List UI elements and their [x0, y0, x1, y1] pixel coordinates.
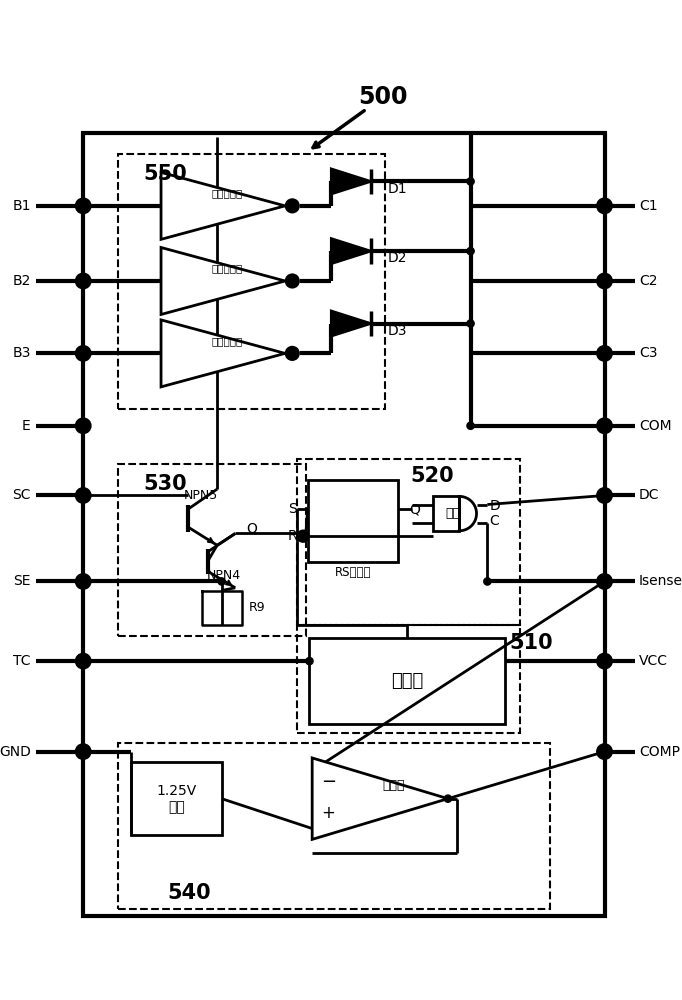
Text: 1.25V: 1.25V	[156, 784, 196, 798]
Text: R: R	[287, 529, 297, 543]
Circle shape	[80, 492, 87, 499]
Bar	[117, 743, 550, 909]
Circle shape	[444, 795, 451, 802]
Circle shape	[598, 745, 611, 758]
Circle shape	[598, 347, 611, 360]
Circle shape	[306, 657, 313, 665]
Circle shape	[467, 320, 474, 327]
Text: 达林顿驱动: 达林顿驱动	[211, 188, 243, 198]
Text: SE: SE	[13, 574, 31, 588]
Circle shape	[80, 578, 87, 585]
Text: 比较器: 比较器	[383, 779, 405, 792]
Circle shape	[218, 578, 225, 585]
Circle shape	[484, 578, 491, 585]
Text: B1: B1	[12, 199, 31, 213]
Circle shape	[467, 247, 474, 255]
Text: 540: 540	[167, 883, 211, 903]
Bar	[117, 464, 306, 636]
Circle shape	[467, 422, 474, 429]
Text: 550: 550	[143, 164, 187, 184]
Text: NPN4: NPN4	[206, 569, 241, 582]
Text: C2: C2	[639, 274, 657, 288]
Text: TC: TC	[13, 654, 31, 668]
Circle shape	[298, 531, 308, 542]
Text: 与门: 与门	[446, 507, 461, 520]
Polygon shape	[331, 169, 371, 194]
Text: SC: SC	[12, 488, 31, 502]
Circle shape	[77, 489, 89, 502]
Text: D1: D1	[387, 182, 407, 196]
Circle shape	[77, 419, 89, 432]
Text: B2: B2	[12, 274, 31, 288]
Text: R9: R9	[249, 601, 265, 614]
Bar	[297, 459, 520, 625]
Text: C3: C3	[639, 346, 657, 360]
Circle shape	[80, 657, 87, 665]
Text: Q: Q	[246, 522, 257, 536]
Text: COM: COM	[639, 419, 672, 433]
Circle shape	[77, 347, 89, 360]
Polygon shape	[161, 247, 285, 314]
Circle shape	[77, 745, 89, 758]
Text: D: D	[489, 499, 500, 513]
Polygon shape	[161, 172, 285, 239]
Circle shape	[598, 575, 611, 588]
Circle shape	[598, 489, 611, 502]
Bar	[308, 480, 398, 562]
Bar	[117, 154, 385, 409]
Text: 510: 510	[509, 633, 553, 653]
Text: 530: 530	[143, 474, 187, 494]
Circle shape	[286, 347, 299, 360]
Circle shape	[598, 200, 611, 212]
Text: VCC: VCC	[639, 654, 668, 668]
Text: RS触发器: RS触发器	[335, 566, 371, 579]
Polygon shape	[331, 311, 371, 336]
Text: 520: 520	[410, 466, 454, 486]
Text: DC: DC	[639, 488, 659, 502]
Text: −: −	[321, 773, 336, 791]
Circle shape	[286, 275, 299, 287]
Circle shape	[286, 200, 299, 212]
Bar	[310, 638, 505, 724]
Text: D3: D3	[387, 324, 406, 338]
Circle shape	[77, 655, 89, 667]
Text: GND: GND	[0, 745, 31, 759]
Circle shape	[77, 200, 89, 212]
Text: D2: D2	[387, 251, 406, 265]
Text: 达林顿驱动: 达林顿驱动	[211, 336, 243, 346]
Text: 基准: 基准	[168, 800, 185, 814]
Text: COMP: COMP	[639, 745, 680, 759]
Bar	[297, 625, 520, 733]
Text: C: C	[489, 514, 499, 528]
Circle shape	[598, 275, 611, 287]
Bar	[131, 762, 222, 835]
Text: 振荡器: 振荡器	[391, 672, 424, 690]
Text: E: E	[22, 419, 31, 433]
Text: NPN5: NPN5	[183, 489, 218, 502]
Circle shape	[598, 419, 611, 432]
Text: S: S	[288, 502, 297, 516]
Circle shape	[598, 655, 611, 667]
Text: B3: B3	[12, 346, 31, 360]
Circle shape	[77, 275, 89, 287]
Text: +: +	[321, 804, 336, 822]
Circle shape	[77, 575, 89, 588]
Text: 达林顿驱动: 达林顿驱动	[211, 263, 243, 273]
Text: Q: Q	[409, 502, 420, 516]
Polygon shape	[161, 320, 285, 387]
Circle shape	[467, 178, 474, 185]
Polygon shape	[312, 758, 448, 839]
Polygon shape	[331, 238, 371, 264]
Bar	[434, 496, 460, 531]
Text: C1: C1	[639, 199, 657, 213]
Text: Isense: Isense	[639, 574, 682, 588]
Bar	[83, 133, 604, 916]
Text: 500: 500	[358, 85, 408, 109]
